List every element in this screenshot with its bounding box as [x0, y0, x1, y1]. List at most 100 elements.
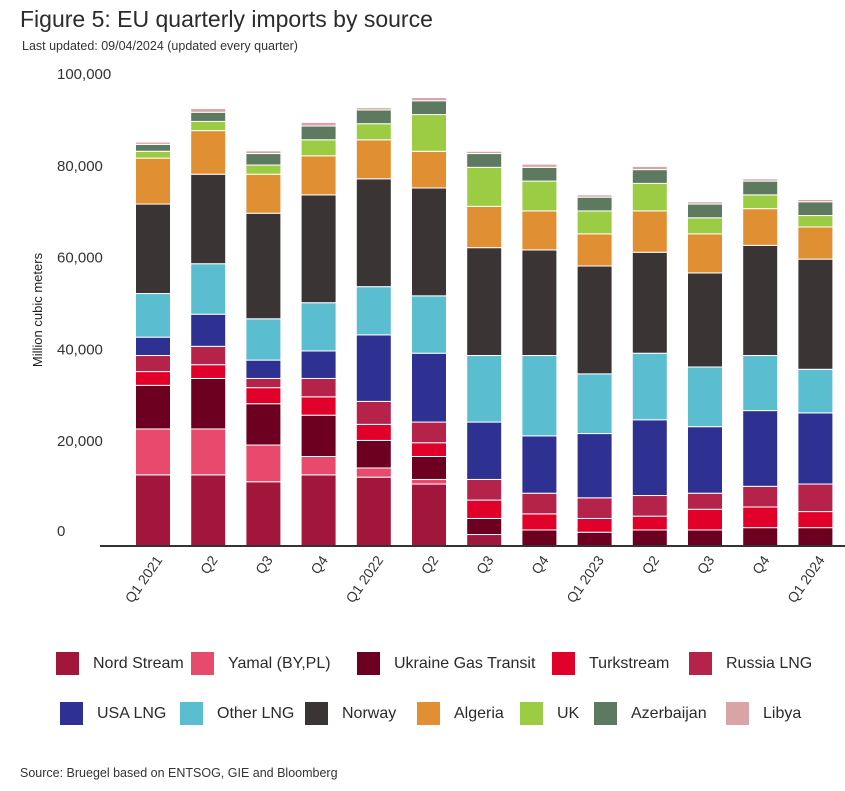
bar-segment: [687, 201, 723, 205]
bar-segment: [631, 251, 668, 354]
bar-segment: [521, 355, 558, 437]
bar-segment: [411, 478, 447, 485]
bar-segment: [355, 178, 392, 288]
bar-segment: [300, 350, 337, 379]
bar-segment: [466, 166, 503, 207]
bar-segment: [245, 387, 282, 405]
x-tick-label: Q3: [473, 552, 497, 577]
bar-segment: [466, 205, 503, 249]
bar-segment: [521, 492, 558, 515]
bar-segment: [631, 419, 668, 497]
x-tick-label: Q2: [197, 552, 221, 577]
legend-swatch: [191, 652, 214, 675]
bar-segment: [300, 377, 337, 398]
x-axis-category-labels: Q1 2021 Q2 Q3 Q4 Q1 2022 Q2 Q3 Q4 Q1 2023 Q2 Q3 Q4 Q…: [122, 552, 828, 605]
bar-segment: [355, 467, 392, 478]
bar-segment: [135, 157, 171, 205]
legend-swatch: [726, 702, 749, 725]
legend-item: Other LNG: [180, 702, 294, 725]
bar-segment: [466, 517, 503, 536]
bar-segment: [190, 130, 227, 175]
y-tick-label: 80,000: [57, 158, 103, 175]
bar-segment: [687, 203, 723, 219]
chart-subtitle: Last updated: 09/04/2024 (updated every …: [22, 39, 298, 53]
bar-segment: [300, 125, 337, 141]
y-tick-label: 0: [57, 523, 65, 540]
bar-segment: [411, 421, 447, 444]
bar-segment: [355, 400, 392, 425]
bar-segment: [300, 474, 337, 547]
bar-segment: [190, 377, 227, 430]
legend-label: Other LNG: [217, 704, 295, 722]
x-tick-label: Q3: [252, 552, 276, 577]
bar-segment: [797, 258, 834, 370]
bar-segment: [742, 194, 779, 210]
legend-item: UK: [520, 702, 579, 725]
x-tick-label: Q1 2021: [122, 552, 166, 605]
bar-segment: [355, 439, 392, 469]
bar-segment: [797, 412, 834, 485]
bar-segment: [742, 355, 779, 412]
bar-segment: [245, 173, 282, 214]
bar-segment: [631, 515, 668, 531]
bar-stacks: [135, 97, 834, 547]
y-tick-label: 20,000: [57, 433, 103, 450]
bar-segment: [631, 352, 668, 421]
bar-segment: [300, 139, 337, 157]
bar-segment: [411, 100, 447, 116]
bar-segment: [300, 194, 337, 304]
bar-segment: [245, 359, 282, 379]
legend-label: Norway: [342, 704, 397, 722]
bar-segment: [576, 433, 613, 499]
bar-segment: [687, 366, 723, 428]
bar-segment: [245, 212, 282, 320]
bar-segment: [742, 244, 779, 357]
bar-segment: [742, 506, 779, 529]
bar-segment: [742, 208, 779, 246]
legend-label: Nord Stream: [93, 654, 184, 672]
bar-segment: [631, 182, 668, 212]
bar-segment: [742, 527, 779, 547]
x-tick-label: Q1 2024: [784, 552, 828, 605]
bar-segment: [576, 265, 613, 375]
bar-segment: [245, 153, 282, 166]
legend-item: USA LNG: [60, 702, 166, 725]
legend-swatch: [305, 702, 328, 725]
bar-segment: [742, 178, 779, 182]
bar-segment: [466, 153, 503, 168]
legend-swatch: [689, 652, 712, 675]
bar-segment: [797, 511, 834, 529]
bar-segment: [300, 302, 337, 352]
bar-segment: [576, 531, 613, 547]
bar-segment: [521, 249, 558, 357]
bar-segment: [466, 421, 503, 480]
source-note: Source: Bruegel based on ENTSOG, GIE and…: [20, 766, 338, 780]
bar-segment: [521, 210, 558, 251]
bar-segment: [190, 474, 227, 547]
legend-swatch: [417, 702, 440, 725]
bar-segment: [355, 476, 392, 547]
bar-segment: [135, 143, 171, 152]
bar-segment: [355, 423, 392, 441]
bar-segment: [742, 180, 779, 196]
x-tick-label: Q3: [694, 552, 718, 577]
bar-segment: [300, 155, 337, 196]
bar-segment: [355, 123, 392, 141]
bar-segment: [300, 414, 337, 457]
bar-segment: [742, 485, 779, 508]
bar-segment: [411, 187, 447, 297]
bar-segment: [631, 529, 668, 547]
bar-segment: [687, 272, 723, 368]
bar-segment: [411, 352, 447, 423]
bar-segment: [190, 364, 227, 379]
bar-segment: [576, 233, 613, 267]
bar-segment: [411, 97, 447, 102]
y-axis-ticks: 0 20,000 40,000 60,000 80,000 100,000: [57, 66, 111, 540]
legend-label: Libya: [763, 704, 802, 722]
bar-segment: [797, 201, 834, 217]
bar-segment: [576, 517, 613, 533]
legend-label: Turkstream: [589, 654, 670, 672]
bar-segment: [190, 108, 227, 113]
bar-segment: [411, 442, 447, 457]
bar-segment: [411, 114, 447, 152]
